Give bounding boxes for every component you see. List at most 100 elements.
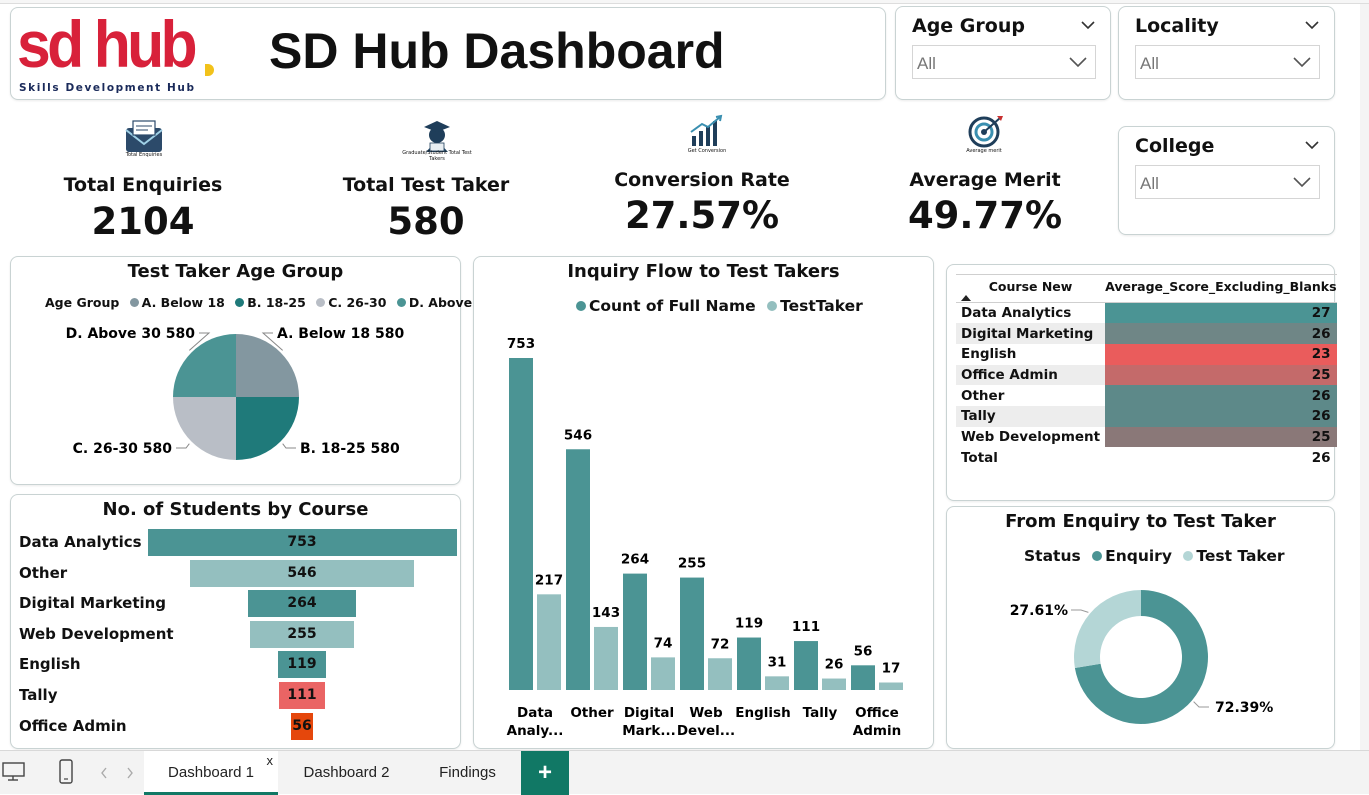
funnel-category-label: Data Analytics	[19, 533, 142, 551]
x-tick-label: English	[735, 705, 790, 721]
legend-item[interactable]: TestTaker	[761, 297, 863, 315]
legend-item[interactable]: A. Below 18	[124, 295, 225, 310]
inquiry-bar-chart[interactable]: 753 217 Data Analy... 546 143 Other 264 74 Digita…	[474, 257, 935, 750]
chevron-left-icon[interactable]	[100, 767, 108, 779]
bar[interactable]	[537, 594, 561, 690]
x-tick-label: Other	[570, 705, 614, 721]
bar[interactable]	[623, 573, 647, 690]
legend-item[interactable]: C. 26-30	[310, 295, 386, 310]
funnel-bar[interactable]: 546	[189, 559, 415, 587]
matrix-col-header[interactable]: Average_Score_Excluding_Blanks	[1105, 274, 1337, 303]
donut-slice[interactable]	[1074, 590, 1208, 724]
legend-item[interactable]: Test Taker	[1177, 547, 1285, 565]
slicer-locality[interactable]: Locality All	[1118, 6, 1335, 100]
funnel-bar[interactable]: 264	[247, 590, 357, 618]
slicer-title: Age Group	[912, 15, 1025, 37]
bar-value-label: 111	[792, 619, 820, 635]
bar-value-label: 74	[654, 635, 673, 651]
matrix-row[interactable]: Data Analytics 27	[956, 302, 1337, 324]
pie-slice[interactable]	[236, 397, 299, 460]
bar-value-label: 31	[768, 654, 787, 670]
matrix-row[interactable]: English 23	[956, 343, 1337, 365]
bar[interactable]	[794, 641, 818, 690]
legend-item[interactable]: D. Above 30	[391, 295, 494, 310]
legend-item[interactable]: B. 18-25	[229, 295, 306, 310]
score-matrix[interactable]: Course New Average_Score_Excluding_Blank…	[956, 274, 1337, 468]
tab-findings[interactable]: Findings	[414, 751, 521, 795]
donut-chart[interactable]: 72.39% 27.61%	[947, 507, 1336, 750]
bar[interactable]	[851, 665, 875, 690]
bar[interactable]	[651, 657, 675, 690]
funnel-bar[interactable]: 753	[147, 529, 457, 556]
desktop-view-icon[interactable]	[2, 761, 26, 783]
pie-slice[interactable]	[173, 397, 236, 460]
funnel-bar[interactable]: 255	[249, 620, 355, 648]
sort-arrow-icon[interactable]	[961, 295, 971, 301]
funnel-category-label: English	[19, 655, 81, 674]
funnel-bar[interactable]: 56	[290, 712, 314, 740]
donut-slice[interactable]	[1074, 590, 1141, 668]
matrix-score-cell: 25	[1105, 426, 1337, 448]
funnel-bar[interactable]: 119	[277, 651, 327, 679]
score-matrix-card[interactable]: Course New Average_Score_Excluding_Blank…	[946, 264, 1337, 501]
bar[interactable]	[566, 449, 590, 690]
chevron-right-icon[interactable]	[126, 767, 134, 779]
inquiry-flow-chart-card[interactable]: Inquiry Flow to Test Takers Count of Ful…	[473, 256, 934, 749]
students-by-course-card[interactable]: No. of Students by Course Data Analytics…	[10, 494, 461, 749]
chevron-down-icon[interactable]	[1293, 55, 1311, 69]
matrix-row[interactable]: Digital Marketing 26	[956, 323, 1337, 344]
matrix-row[interactable]: Office Admin 25	[956, 364, 1337, 386]
slicer-title: College	[1135, 135, 1215, 157]
matrix-header[interactable]: Course New Average_Score_Excluding_Blank…	[956, 274, 1337, 303]
bar[interactable]	[708, 658, 732, 690]
pie-slice[interactable]	[236, 334, 299, 397]
bar[interactable]	[765, 676, 789, 690]
envelope-icon	[125, 120, 163, 152]
slicer-age-group[interactable]: Age Group All	[895, 6, 1111, 100]
chevron-down-icon[interactable]	[1080, 17, 1096, 33]
matrix-row[interactable]: Other 26	[956, 385, 1337, 406]
add-page-button[interactable]: +	[521, 751, 569, 795]
leader-line	[1193, 701, 1209, 708]
legend-item[interactable]: Enquiry	[1086, 547, 1172, 565]
bar-value-label: 217	[535, 572, 563, 588]
tab-label: Dashboard 1	[168, 764, 254, 781]
matrix-row[interactable]: Web Development 25	[956, 426, 1337, 448]
legend-title: Age Group	[45, 295, 120, 310]
slicer-college[interactable]: College All	[1118, 126, 1335, 235]
chevron-down-icon[interactable]	[1069, 55, 1087, 69]
chevron-down-icon[interactable]	[1293, 175, 1311, 189]
enquiry-to-test-taker-card[interactable]: From Enquiry to Test Taker Status Enquir…	[946, 506, 1335, 749]
bar[interactable]	[737, 637, 761, 690]
matrix-score-cell: 26	[1105, 323, 1337, 344]
matrix-total-row: Total 26	[956, 447, 1337, 468]
slicer-dropdown[interactable]: All	[912, 45, 1096, 79]
chevron-down-icon[interactable]	[1304, 137, 1320, 153]
close-icon[interactable]: x	[266, 753, 274, 768]
mobile-view-icon[interactable]	[58, 759, 74, 785]
funnel-bar[interactable]: 111	[279, 682, 325, 709]
pie-slice[interactable]	[173, 334, 236, 397]
bar[interactable]	[594, 626, 618, 690]
funnel-chart[interactable]: Data Analytics 753 Other 546 Digital Marketi…	[11, 495, 462, 750]
age-legend: Age Group A. Below 18 B. 18-25 C. 26-30 …	[45, 295, 494, 310]
matrix-course-cell: English	[956, 343, 1106, 365]
slicer-dropdown[interactable]: All	[1135, 45, 1320, 79]
chevron-down-icon[interactable]	[1304, 17, 1320, 33]
funnel-category-label: Digital Marketing	[19, 594, 167, 613]
matrix-row[interactable]: Tally 26	[956, 405, 1337, 427]
donut-value-label: 27.61%	[1010, 603, 1068, 619]
bar[interactable]	[822, 678, 846, 690]
bar[interactable]	[680, 577, 704, 690]
tab-dashboard-1[interactable]: Dashboard 1 x	[144, 751, 278, 795]
bar[interactable]	[509, 358, 533, 690]
bar[interactable]	[879, 682, 903, 690]
matrix-col-header[interactable]: Course New	[956, 274, 1106, 303]
bar-value-label: 26	[825, 657, 844, 673]
slicer-dropdown[interactable]: All	[1135, 165, 1320, 199]
age-pie-chart[interactable]: A. Below 18 580 B. 18-25 580 C. 26-30 580 D…	[11, 257, 462, 486]
age-group-chart-card[interactable]: Test Taker Age Group Age Group A. Below …	[10, 256, 494, 486]
legend-item[interactable]: Count of Full Name	[570, 297, 756, 315]
tab-dashboard-2[interactable]: Dashboard 2	[279, 751, 414, 795]
scroll-edge	[1360, 4, 1369, 750]
